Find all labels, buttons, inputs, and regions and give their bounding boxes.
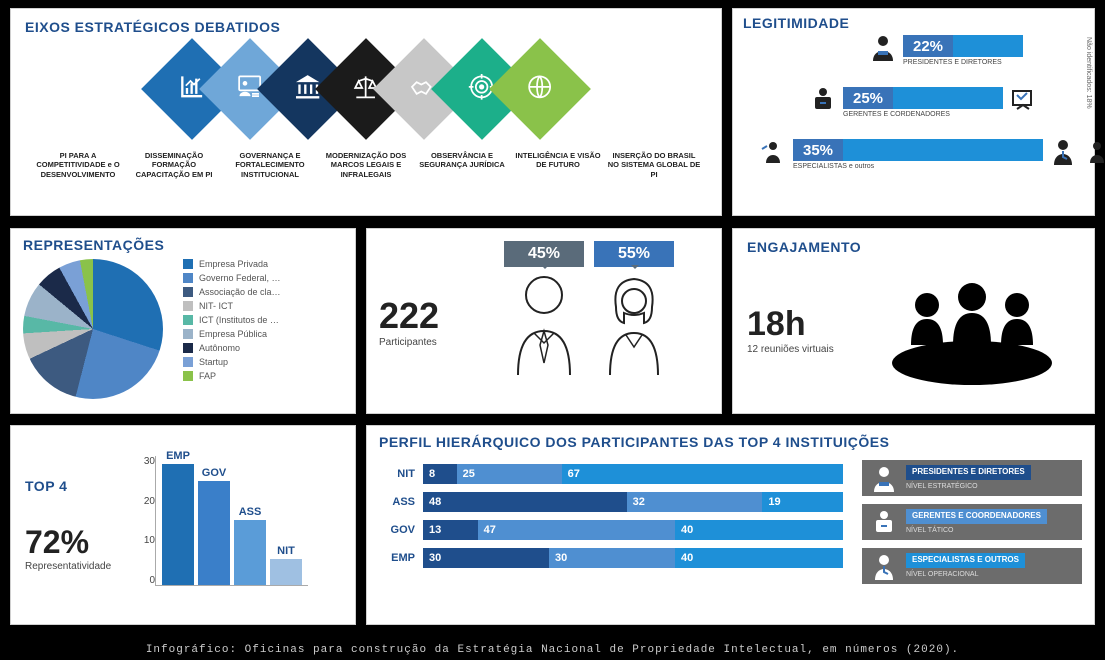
bar: NIT	[270, 559, 302, 585]
legend-item: Associação de cla…	[183, 287, 281, 297]
pie-chart	[23, 259, 163, 399]
eixo-label: INSERÇÃO DO BRASIL NO SISTEMA GLOBAL DE …	[607, 151, 701, 179]
perfil-legend-item: GERENTES E COORDENADORESNÍVEL TÁTICO	[862, 504, 1082, 540]
legit-label: PRESIDENTES E DIRETORES	[903, 59, 1002, 66]
bar: GOV	[198, 481, 230, 585]
perfil-legend-item: PRESIDENTES E DIRETORESNÍVEL ESTRATÉGICO	[862, 460, 1082, 496]
legend-item: Startup	[183, 357, 281, 367]
legit-label: ESPECIALISTAS e outros	[793, 163, 874, 170]
legitimidade-panel: LEGITIMIDADE 22%PRESIDENTES E DIRETORES2…	[732, 8, 1095, 216]
perfil-legend: PRESIDENTES E DIRETORESNÍVEL ESTRATÉGICO…	[862, 460, 1082, 592]
legit-bar: 25%	[843, 87, 1003, 109]
female-pct: 55%	[594, 241, 674, 267]
legend-item: Autônomo	[183, 343, 281, 353]
eixo-label: GOVERNANÇA E FORTALECIMENTO INSTITUCIONA…	[223, 151, 317, 179]
engajamento-title: ENGAJAMENTO	[747, 239, 1080, 255]
bar: ASS	[234, 520, 266, 585]
person-icon	[870, 508, 898, 536]
eixo-label: MODERNIZAÇÃO DOS MARCOS LEGAIS E INFRALE…	[319, 151, 413, 179]
legend-item: NIT- ICT	[183, 301, 281, 311]
legit-label: GERENTES E CORDENADORES	[843, 111, 950, 118]
participants-total: 222	[379, 295, 469, 337]
engagement-hours: 18h	[747, 305, 887, 344]
legit-row: 25% GERENTES E CORDENADORES	[743, 87, 1084, 135]
male-person-icon	[504, 267, 584, 377]
legend-item: Empresa Pública	[183, 329, 281, 339]
top4-pct: 72%	[25, 524, 135, 561]
person-icon	[1049, 137, 1077, 170]
legit-row: 35% ESPECIALISTAS e outros	[743, 139, 1084, 187]
diamond-globe-icon	[489, 38, 591, 140]
legit-bar: 35%	[793, 139, 1043, 161]
top4-panel: TOP 4 72% Representatividade 3020100 EMP…	[10, 425, 356, 625]
legend-item: Empresa Privada	[183, 259, 281, 269]
person-icon	[869, 33, 897, 66]
caption: Infográfico: Oficinas para construção da…	[0, 644, 1105, 656]
participants-label: Participantes	[379, 337, 469, 348]
person-icon	[809, 85, 837, 118]
legend-item: ICT (Institutos de …	[183, 315, 281, 325]
meeting-icon	[887, 275, 1057, 385]
top4-pct-label: Representatividade	[25, 561, 135, 572]
eixo-label: OBSERVÂNCIA E SEGURANÇA JURÍDICA	[415, 151, 509, 179]
top4-title: TOP 4	[25, 478, 135, 494]
person-icon	[1009, 85, 1037, 118]
legend-item: FAP	[183, 371, 281, 381]
male-pct: 45%	[504, 241, 584, 267]
pie-legend: Empresa Privada Governo Federal, … Associa…	[183, 259, 281, 399]
perfil-legend-item: ESPECIALISTAS E OUTROSNÍVEL OPERACIONAL	[862, 548, 1082, 584]
person-icon	[870, 552, 898, 580]
legit-bar: 22%	[903, 35, 1023, 57]
legitimidade-title: LEGITIMIDADE	[743, 15, 1084, 31]
perfil-panel: PERFIL HIERÁRQUICO DOS PARTICIPANTES DAS…	[366, 425, 1095, 625]
person-icon	[759, 137, 787, 170]
eixo-labels-row: PI PARA A COMPETITIVIDADE e O DESENVOLVI…	[25, 151, 707, 179]
top4-y-axis: 3020100	[135, 456, 155, 586]
eixos-title: EIXOS ESTRATÉGICOS DEBATIDOS	[25, 19, 707, 35]
eixo-label: PI PARA A COMPETITIVIDADE e O DESENVOLVI…	[31, 151, 125, 179]
legit-row: 22% PRESIDENTES E DIRETORES	[743, 35, 1084, 83]
representacoes-title: REPRESENTAÇÕES	[23, 237, 343, 253]
bar: EMP	[162, 464, 194, 585]
person-icon	[1083, 137, 1105, 170]
person-icon	[870, 464, 898, 492]
female-person-icon	[594, 267, 674, 377]
participantes-panel: 222 Participantes 45% 55%	[366, 228, 722, 414]
top4-bars: EMPGOVASSNIT	[155, 456, 308, 586]
eixo-label: INTELIGÊNCIA E VISÃO DE FUTURO	[511, 151, 605, 179]
diamonds-row	[25, 53, 707, 125]
legend-item: Governo Federal, …	[183, 273, 281, 283]
engagement-meetings: 12 reuniões virtuais	[747, 344, 887, 355]
perfil-title: PERFIL HIERÁRQUICO DOS PARTICIPANTES DAS…	[379, 434, 1082, 450]
legit-sidenote: Não identificados: 18%	[1085, 37, 1092, 109]
eixo-label: DISSEMINAÇÃO FORMAÇÃO CAPACITAÇÃO EM PI	[127, 151, 221, 179]
eixos-panel: EIXOS ESTRATÉGICOS DEBATIDOS PI PARA A C…	[10, 8, 722, 216]
engajamento-panel: ENGAJAMENTO 18h 12 reuniões virtuais	[732, 228, 1095, 414]
representacoes-panel: REPRESENTAÇÕES Empresa Privada Governo Fe…	[10, 228, 356, 414]
